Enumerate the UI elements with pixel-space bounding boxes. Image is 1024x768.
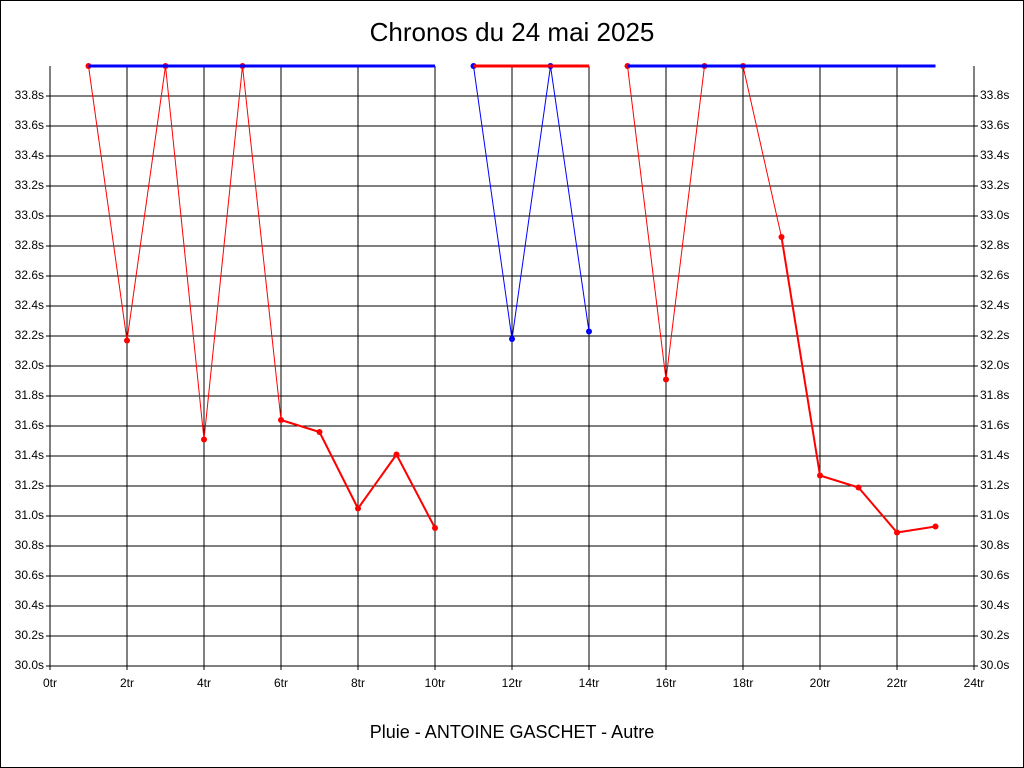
x-tick-label: 20tr xyxy=(810,676,831,690)
y-tick-label: 31.0s xyxy=(15,508,44,522)
y-tick-label: 32.2s xyxy=(15,328,44,342)
y-tick-label: 31.8s xyxy=(15,388,44,402)
y-tick-label: 30.6s xyxy=(15,568,44,582)
x-tick-label: 8tr xyxy=(351,676,365,690)
y2-tick-label: 30.8s xyxy=(980,538,1009,552)
y-tick-label: 32.4s xyxy=(15,298,44,312)
y-tick-label: 33.6s xyxy=(15,118,44,132)
line-segment xyxy=(126,65,166,341)
point xyxy=(432,525,438,531)
y-tick-label: 32.0s xyxy=(15,358,44,372)
line-segment xyxy=(819,474,859,489)
point xyxy=(278,417,284,423)
x-tick-label: 10tr xyxy=(425,676,446,690)
point xyxy=(817,472,823,479)
y2-tick-label: 30.6s xyxy=(980,568,1009,582)
y2-tick-label: 30.0s xyxy=(980,658,1009,672)
y-tick-label: 33.4s xyxy=(15,148,44,162)
point xyxy=(663,376,669,383)
y-tick-label: 33.8s xyxy=(15,88,44,102)
y-tick-label: 31.4s xyxy=(15,448,44,462)
x-tick-label: 0tr xyxy=(43,676,57,690)
y-tick-label: 33.2s xyxy=(15,178,44,192)
line-segment xyxy=(242,65,282,421)
line-segment xyxy=(896,525,936,534)
line-segment xyxy=(318,431,359,509)
chart-title: Chronos du 24 mai 2025 xyxy=(370,17,655,47)
y2-tick-label: 31.4s xyxy=(980,448,1009,462)
line-segment xyxy=(627,65,667,380)
line-segment xyxy=(280,419,320,433)
y2-tick-label: 33.4s xyxy=(980,148,1009,162)
point xyxy=(778,234,785,240)
y2-tick-label: 32.2s xyxy=(980,328,1009,342)
x-tick-label: 6tr xyxy=(274,676,288,690)
x-axis-label: Pluie - ANTOINE GASCHET - Autre xyxy=(370,722,654,742)
line-segment xyxy=(203,65,243,440)
x-tick-label: 2tr xyxy=(120,676,134,690)
point xyxy=(355,505,361,512)
y-tick-label: 30.8s xyxy=(15,538,44,552)
line-segment xyxy=(665,65,705,380)
x-tick-label: 4tr xyxy=(197,676,211,690)
y-tick-label: 31.2s xyxy=(15,478,44,492)
x-tick-label: 16tr xyxy=(656,676,677,690)
y2-tick-label: 33.8s xyxy=(980,88,1009,102)
y2-tick-label: 33.2s xyxy=(980,178,1009,192)
point xyxy=(509,336,515,342)
y-tick-label: 33.0s xyxy=(15,208,44,222)
point xyxy=(124,337,130,344)
line-segment xyxy=(742,65,782,238)
y2-tick-label: 32.4s xyxy=(980,298,1009,312)
x-tick-label: 14tr xyxy=(579,676,600,690)
line-segment xyxy=(357,453,398,510)
y2-tick-label: 30.4s xyxy=(980,598,1009,612)
y-tick-label: 32.8s xyxy=(15,238,44,252)
x-tick-label: 12tr xyxy=(502,676,523,690)
y-tick-label: 30.2s xyxy=(15,628,44,642)
y2-tick-label: 31.0s xyxy=(980,508,1009,522)
point xyxy=(586,328,592,335)
y-tick-label: 31.6s xyxy=(15,418,44,432)
line-segment xyxy=(395,454,436,529)
y-tick-label: 30.4s xyxy=(15,598,44,612)
y2-tick-label: 31.8s xyxy=(980,388,1009,402)
y2-tick-label: 32.0s xyxy=(980,358,1009,372)
line-segment xyxy=(857,486,898,534)
y-tick-label: 32.6s xyxy=(15,268,44,282)
point xyxy=(316,429,323,435)
y2-tick-label: 30.2s xyxy=(980,628,1009,642)
x-tick-label: 24tr xyxy=(964,676,985,690)
y2-tick-label: 33.0s xyxy=(980,208,1009,222)
x-tick-label: 18tr xyxy=(733,676,754,690)
y2-tick-label: 31.6s xyxy=(980,418,1009,432)
line-segment xyxy=(780,236,821,476)
y2-tick-label: 32.6s xyxy=(980,268,1009,282)
point xyxy=(932,523,939,530)
line-segment xyxy=(550,65,590,332)
y-tick-label: 30.0s xyxy=(15,658,44,672)
y2-tick-label: 32.8s xyxy=(980,238,1009,252)
y2-tick-label: 31.2s xyxy=(980,478,1009,492)
line-segment xyxy=(88,65,128,341)
y2-tick-label: 33.6s xyxy=(980,118,1009,132)
point xyxy=(393,451,400,458)
line-segment xyxy=(511,65,551,340)
line-segment xyxy=(165,65,205,440)
x-tick-label: 22tr xyxy=(887,676,908,690)
line-segment xyxy=(473,65,513,340)
point xyxy=(201,436,207,443)
point xyxy=(855,484,862,491)
point xyxy=(894,529,900,536)
